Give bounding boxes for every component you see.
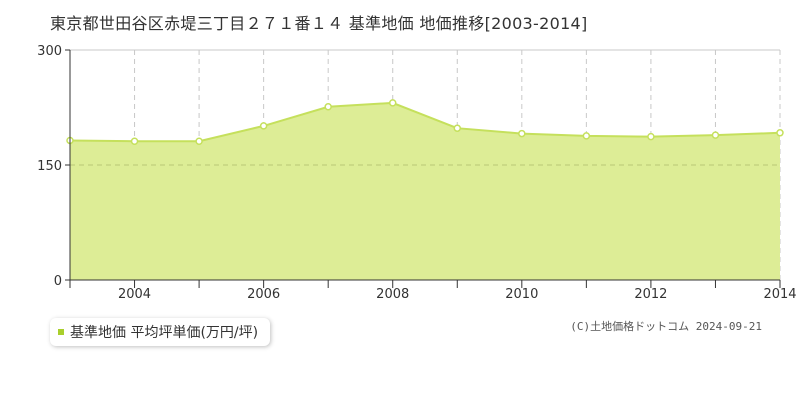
data-point — [518, 129, 526, 138]
y-tick-label: 0 — [54, 274, 62, 289]
legend-label: 基準地価 平均坪単価(万円/坪) — [70, 325, 259, 341]
x-tick-label: 2004 — [118, 287, 151, 302]
legend-swatch — [58, 329, 64, 335]
series-area — [70, 102, 780, 281]
copyright-text: (C)土地価格ドットコム 2024-09-21 — [570, 320, 762, 333]
data-point — [130, 137, 139, 145]
x-tick-label: 2012 — [634, 287, 667, 302]
legend: 基準地価 平均坪単価(万円/坪) — [50, 318, 271, 346]
y-tick-label: 150 — [37, 159, 62, 174]
data-point — [388, 99, 397, 107]
data-point — [453, 124, 462, 132]
data-point — [711, 131, 720, 139]
data-point — [776, 129, 784, 137]
y-tick-label: 300 — [37, 44, 62, 59]
data-point — [582, 132, 591, 140]
data-point — [195, 137, 203, 145]
data-point — [259, 122, 268, 130]
series-line — [69, 101, 781, 143]
data-point — [324, 102, 332, 111]
x-tick-label: 2010 — [505, 287, 538, 302]
chart-title: 東京都世田谷区赤堤三丁目２７１番１４ 基準地価 地価推移[2003-2014] — [50, 14, 588, 33]
x-tick-label: 2008 — [376, 287, 409, 302]
x-tick-label: 2006 — [247, 287, 280, 302]
data-point — [647, 132, 655, 141]
x-tick-label: 2014 — [763, 287, 796, 302]
